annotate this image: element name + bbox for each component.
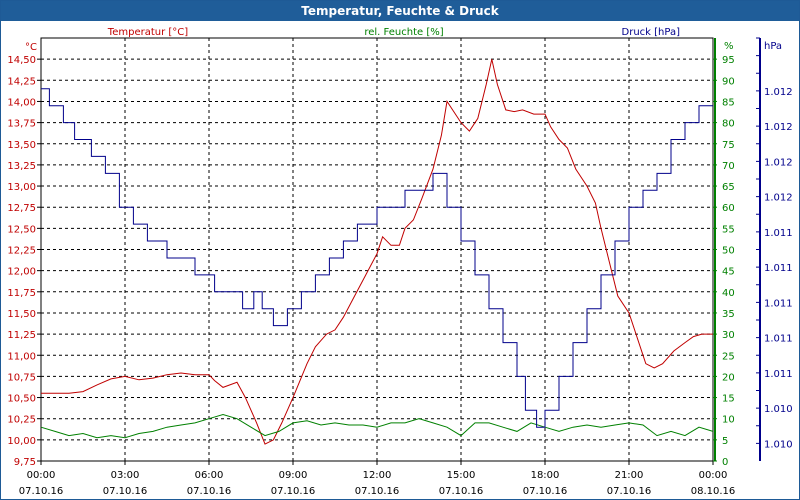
pressure-tick-label: 1.010: [764, 439, 793, 450]
pressure-tick-label: 1.011: [764, 263, 793, 274]
x-tick-date: 07.10.16: [103, 486, 148, 497]
temperature-unit-label: °C: [25, 42, 37, 53]
humidity-tick-label: 40: [722, 288, 735, 299]
humidity-tick-label: 70: [722, 161, 735, 172]
temperature-tick-label: 14,00: [7, 97, 36, 108]
humidity-tick-label: 80: [722, 119, 735, 130]
temperature-tick-label: 12,75: [7, 203, 36, 214]
gridlines: [41, 38, 713, 461]
temperature-tick-label: 10,25: [7, 415, 36, 426]
x-tick-date: 07.10.16: [439, 486, 484, 497]
temperature-tick-label: 10,50: [7, 394, 36, 405]
x-tick-date: 07.10.16: [19, 486, 64, 497]
pressure-tick-label: 1.010: [764, 404, 793, 415]
humidity-tick-label: 85: [722, 97, 735, 108]
temperature-tick-label: 11,00: [7, 351, 36, 362]
humidity-tick-label: 10: [722, 415, 735, 426]
temperature-tick-label: 9,75: [14, 457, 36, 468]
x-tick-time: 00:00: [27, 470, 56, 481]
x-tick-time: 21:00: [615, 470, 644, 481]
x-tick-time: 18:00: [531, 470, 560, 481]
pressure-tick-label: 1.011: [764, 369, 793, 380]
humidity-tick-label: 90: [722, 76, 735, 87]
humidity-tick-label: 30: [722, 330, 735, 341]
temperature-tick-label: 11,50: [7, 309, 36, 320]
x-tick-date: 07.10.16: [607, 486, 652, 497]
pressure-tick-label: 1.011: [764, 228, 793, 239]
x-tick-time: 03:00: [111, 470, 140, 481]
humidity-axis-label: rel. Feuchte [%]: [364, 27, 443, 38]
temperature-tick-label: 13,75: [7, 119, 36, 130]
series-pressure-line: [41, 88, 713, 428]
temperature-tick-label: 12,25: [7, 246, 36, 257]
temperature-axis-label: Temperatur [°C]: [107, 27, 188, 38]
pressure-tick-label: 1.012: [764, 193, 793, 204]
x-tick-time: 06:00: [195, 470, 224, 481]
pressure-tick-label: 1.012: [764, 87, 793, 98]
pressure-tick-label: 1.012: [764, 122, 793, 133]
temperature-tick-label: 13,25: [7, 161, 36, 172]
humidity-tick-label: 95: [722, 55, 735, 66]
x-tick-date: 08.10.16: [691, 486, 736, 497]
x-tick-time: 09:00: [279, 470, 308, 481]
humidity-tick-label: 5: [722, 436, 728, 447]
temperature-tick-label: 14,50: [7, 55, 36, 66]
x-tick-date: 07.10.16: [187, 486, 232, 497]
pressure-axis-label: Druck [hPa]: [622, 27, 681, 38]
humidity-tick-label: 0: [722, 457, 728, 468]
humidity-tick-label: 20: [722, 372, 735, 383]
temperature-tick-label: 11,25: [7, 330, 36, 341]
pressure-tick-label: 1.012: [764, 157, 793, 168]
humidity-tick-label: 50: [722, 246, 735, 257]
x-tick-time: 15:00: [447, 470, 476, 481]
humidity-tick-label: 55: [722, 224, 735, 235]
temperature-tick-label: 12,00: [7, 267, 36, 278]
series-temperature-line: [41, 59, 713, 445]
pressure-unit-label: hPa: [764, 41, 782, 52]
temperature-tick-label: 12,50: [7, 224, 36, 235]
temperature-tick-label: 11,75: [7, 288, 36, 299]
series-humidity-line: [40, 413, 714, 439]
x-tick-date: 07.10.16: [523, 486, 568, 497]
temperature-tick-label: 13,50: [7, 140, 36, 151]
temperature-tick-label: 10,75: [7, 372, 36, 383]
x-tick-time: 12:00: [363, 470, 392, 481]
axis-labels: Temperatur [°C] rel. Feuchte [%] Druck […: [25, 27, 782, 53]
humidity-tick-label: 45: [722, 267, 735, 278]
pressure-tick-label: 1.011: [764, 298, 793, 309]
humidity-tick-label: 15: [722, 394, 735, 405]
humidity-tick-label: 35: [722, 309, 735, 320]
x-tick-time: 00:00: [699, 470, 728, 481]
series-group: [40, 59, 714, 445]
x-tick-date: 07.10.16: [271, 486, 316, 497]
humidity-unit-label: %: [724, 41, 734, 52]
temperature-tick-label: 14,25: [7, 76, 36, 87]
humidity-tick-label: 75: [722, 140, 735, 151]
chart-title: Temperatur, Feuchte & Druck: [1, 1, 799, 21]
humidity-tick-label: 65: [722, 182, 735, 193]
x-tick-date: 07.10.16: [355, 486, 400, 497]
humidity-tick-label: 60: [722, 203, 735, 214]
axes: 00:00 07.10.16 03:00 07.10.16 06:00 07.10.16 0…: [7, 37, 793, 497]
temperature-tick-label: 13,00: [7, 182, 36, 193]
pressure-tick-label: 1.011: [764, 334, 793, 345]
temperature-tick-label: 10,00: [7, 436, 36, 447]
humidity-tick-label: 25: [722, 351, 735, 362]
